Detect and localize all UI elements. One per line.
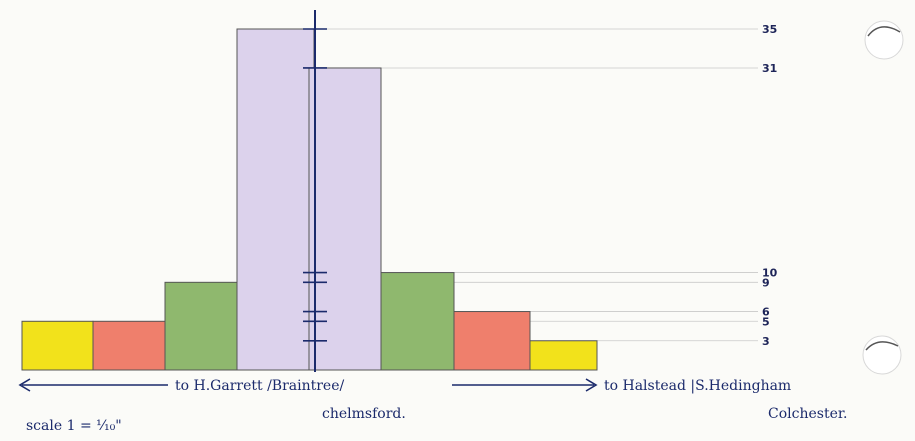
route-right-sublabel: Colchester.: [768, 406, 847, 422]
tick-label-1: 35: [762, 23, 777, 36]
right-tick-labels: 35 31 109 65 3: [762, 23, 778, 348]
bars-group: [21, 28, 598, 371]
bar-left-2: [92, 320, 166, 371]
bar-right-2: [380, 272, 455, 371]
tick-label-5: 6: [762, 306, 770, 319]
tick-label-4: 9: [762, 276, 770, 289]
binder-hole-bottom: [862, 335, 902, 375]
bar-left-1: [21, 320, 94, 371]
tick-label-7: 3: [762, 335, 770, 348]
bar-right-1: [308, 67, 382, 371]
binder-hole-top: [864, 20, 904, 60]
route-left-sublabel: chelmsford.: [322, 406, 406, 422]
tick-label-6: 5: [762, 315, 770, 328]
bar-left-4: [236, 28, 315, 371]
route-right-label: to Halstead |S.Hedingham: [604, 378, 791, 394]
scale-label: scale 1 = ⅒": [26, 418, 122, 434]
route-arrow: [18, 378, 598, 392]
route-left-label: to H.Garrett /Braintree/: [175, 378, 344, 394]
center-axis: [303, 10, 327, 372]
bar-right-4: [529, 340, 598, 371]
tick-label-2: 31: [762, 62, 777, 75]
bar-right-3: [453, 311, 531, 371]
tick-label-3: 10: [762, 267, 778, 280]
bar-left-3: [164, 281, 238, 371]
